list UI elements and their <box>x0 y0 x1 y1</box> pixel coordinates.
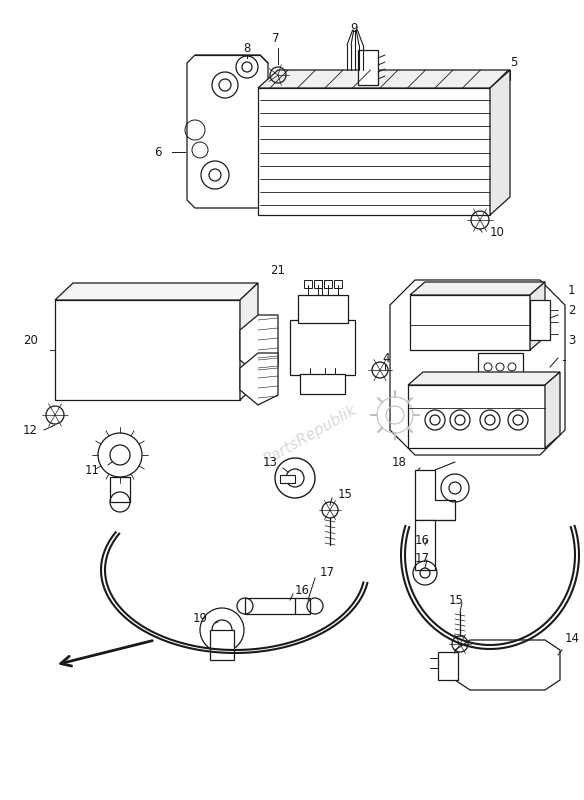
Text: 17: 17 <box>320 566 335 579</box>
Polygon shape <box>245 598 310 614</box>
Polygon shape <box>530 282 545 350</box>
Polygon shape <box>187 55 268 208</box>
Text: 20: 20 <box>23 334 38 346</box>
Text: 4: 4 <box>383 351 390 365</box>
Text: 16: 16 <box>415 534 430 546</box>
Bar <box>110 477 130 502</box>
Bar <box>324 280 332 288</box>
Text: 12: 12 <box>23 423 38 437</box>
Bar <box>358 50 378 85</box>
Polygon shape <box>410 282 545 295</box>
Bar <box>210 630 234 660</box>
Polygon shape <box>455 640 560 690</box>
Polygon shape <box>258 70 510 88</box>
Text: 8: 8 <box>243 42 251 54</box>
Polygon shape <box>240 283 258 400</box>
Text: 13: 13 <box>263 455 278 469</box>
Polygon shape <box>410 295 530 350</box>
Bar <box>415 520 435 570</box>
Text: 5: 5 <box>510 55 517 69</box>
Text: 2: 2 <box>568 303 575 317</box>
Text: 14: 14 <box>565 631 580 645</box>
Text: 15: 15 <box>338 489 353 502</box>
Bar <box>478 353 523 381</box>
Polygon shape <box>390 280 565 455</box>
Text: 19: 19 <box>193 611 208 625</box>
Polygon shape <box>258 88 490 215</box>
Bar <box>304 280 312 288</box>
Bar <box>530 300 550 340</box>
Polygon shape <box>545 372 560 448</box>
Bar <box>438 652 458 680</box>
Polygon shape <box>240 315 278 375</box>
Polygon shape <box>408 372 560 385</box>
Text: 10: 10 <box>490 226 505 238</box>
Text: 7: 7 <box>272 31 280 45</box>
Polygon shape <box>415 470 455 520</box>
Bar <box>298 295 348 323</box>
Polygon shape <box>408 385 545 448</box>
Bar <box>300 374 345 394</box>
Text: 9: 9 <box>350 22 357 34</box>
Polygon shape <box>490 70 510 215</box>
Bar <box>290 320 355 375</box>
Text: 6: 6 <box>155 146 162 158</box>
Text: 18: 18 <box>392 455 407 469</box>
Bar <box>314 280 322 288</box>
Polygon shape <box>240 353 278 405</box>
Text: 16: 16 <box>295 583 310 597</box>
Text: 11: 11 <box>85 463 100 477</box>
Text: 3: 3 <box>568 334 575 346</box>
Text: 15: 15 <box>449 594 464 606</box>
Bar <box>280 475 295 483</box>
Polygon shape <box>55 283 258 300</box>
Text: 17: 17 <box>415 551 430 565</box>
Text: PartsRepublik: PartsRepublik <box>260 402 359 468</box>
Text: 1: 1 <box>568 283 575 297</box>
Bar <box>334 280 342 288</box>
Polygon shape <box>55 300 240 400</box>
Text: 21: 21 <box>270 263 286 277</box>
